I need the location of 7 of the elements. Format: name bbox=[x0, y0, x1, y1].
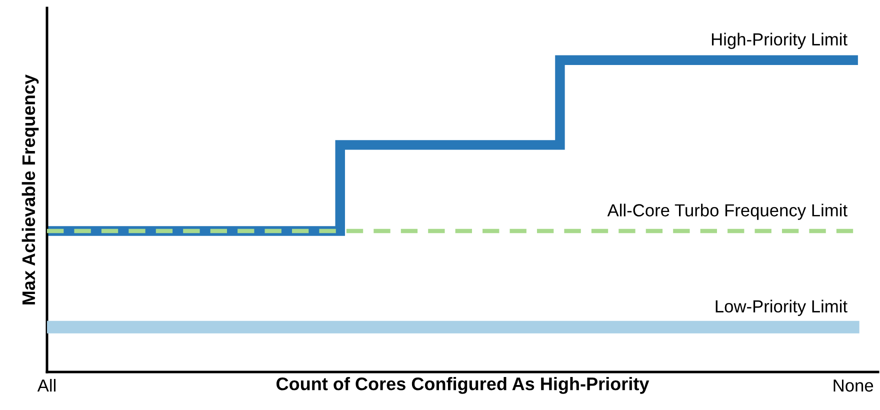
x-tick-label: None bbox=[834, 380, 874, 392]
x-tick-label: All bbox=[37, 378, 56, 392]
x-axis-title: Count of Cores Configured As High-Priority bbox=[276, 377, 650, 394]
series-label: All-Core Turbo Frequency Limit bbox=[607, 204, 848, 220]
series-label: High-Priority Limit bbox=[712, 32, 848, 49]
y-axis-title: Max Achievable Frequency bbox=[22, 74, 39, 304]
series-label: Low-Priority Limit bbox=[716, 300, 848, 316]
